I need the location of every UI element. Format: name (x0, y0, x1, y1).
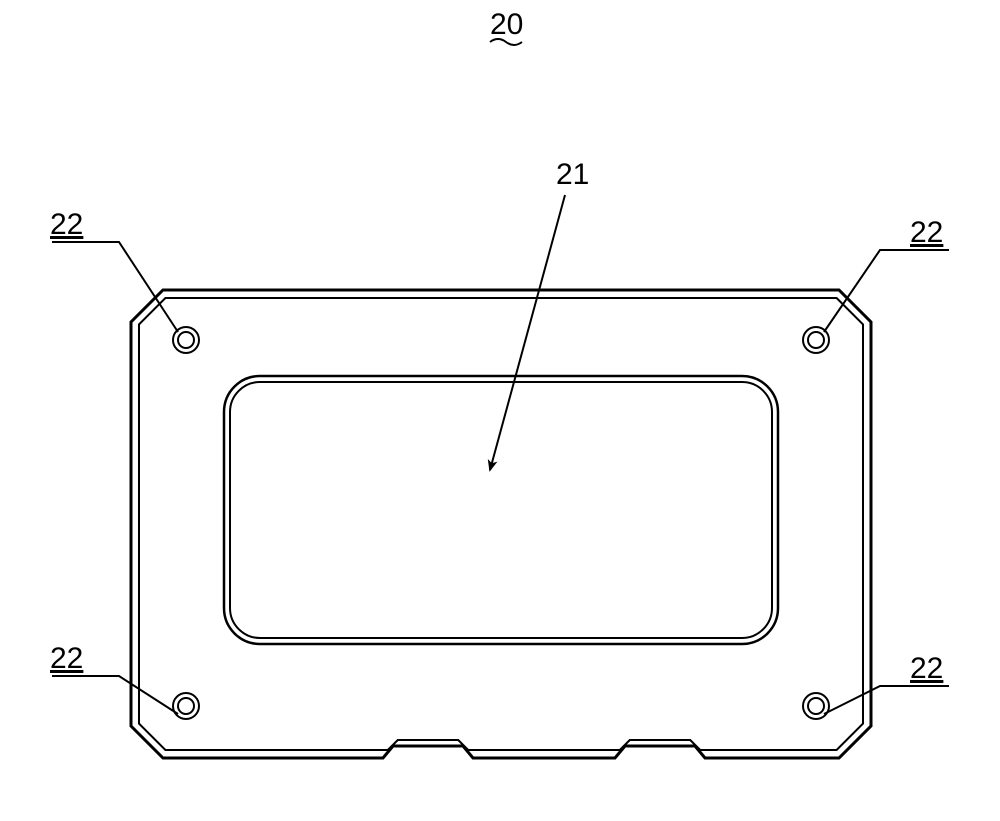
hole-bl-outer (173, 693, 199, 719)
panel-outer (224, 376, 778, 644)
hole-br-inner (808, 698, 824, 714)
technical-drawing (0, 0, 1000, 821)
hole-bl-inner (178, 698, 194, 714)
leader-22-bl (52, 676, 178, 714)
hole-tr-inner (808, 332, 824, 348)
leader-22-tr (824, 250, 949, 332)
hole-tl-inner (178, 332, 194, 348)
leader-22-tl (52, 242, 178, 332)
leader-21 (490, 195, 565, 470)
panel-inner (230, 382, 772, 638)
hole-br-outer (803, 693, 829, 719)
inner-frame (139, 298, 863, 750)
leader-22-br (824, 686, 949, 714)
outer-frame (131, 290, 871, 758)
